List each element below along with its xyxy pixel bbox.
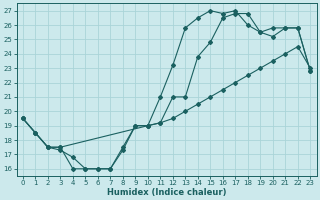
X-axis label: Humidex (Indice chaleur): Humidex (Indice chaleur) xyxy=(107,188,226,197)
